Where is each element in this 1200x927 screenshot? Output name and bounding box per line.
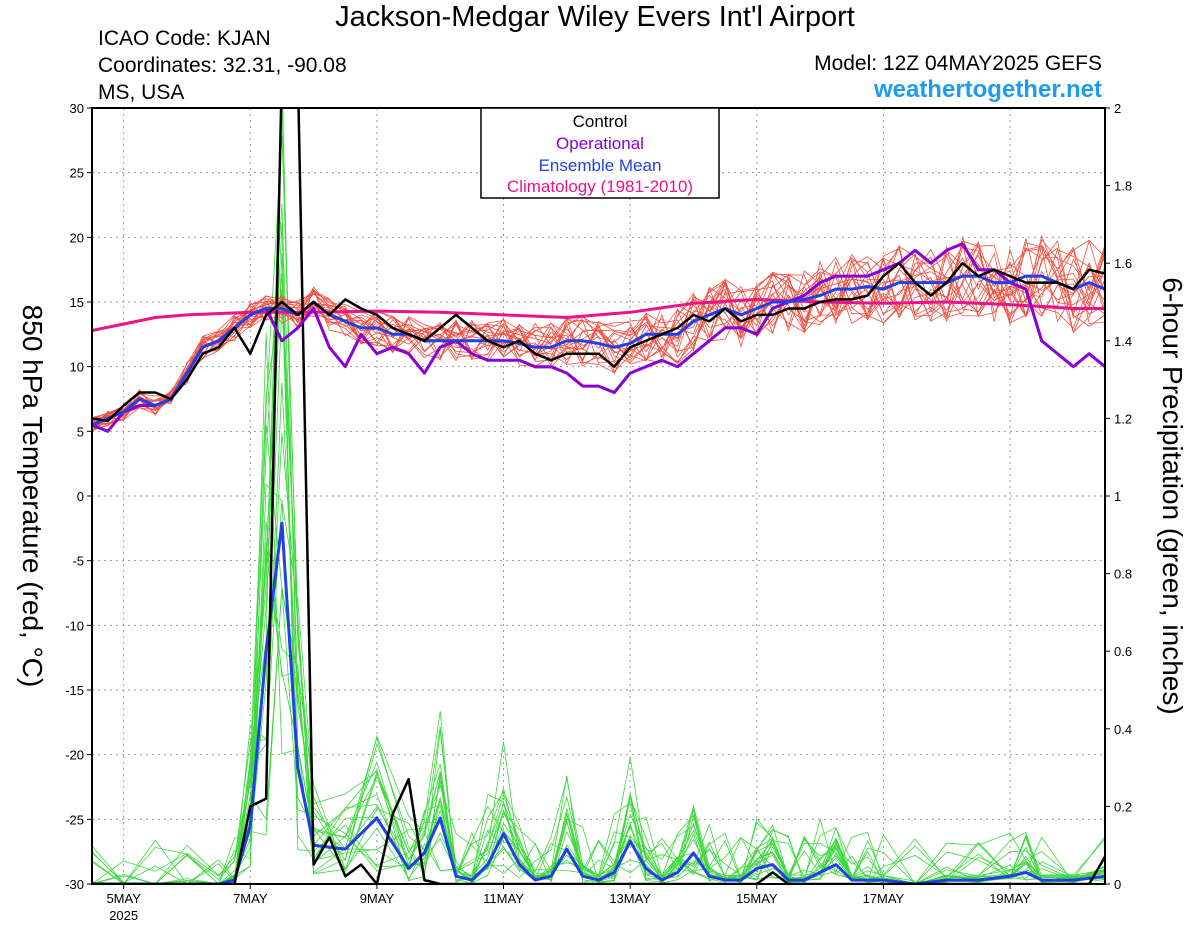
right-tick-label: 0.4 [1114,722,1132,737]
right-tick-label: 1 [1114,489,1121,504]
series-layer [92,108,1105,884]
location: MS, USA [98,81,185,104]
x-tick-label: 19MAY [989,891,1031,906]
right-tick-label: 2 [1114,101,1121,116]
icao-code: ICAO Code: KJAN [98,27,271,50]
temp-member-line [92,239,1105,430]
x-tick-label: 7MAY [233,891,268,906]
legend-climatology: Climatology (1981-2010) [507,177,693,196]
left-tick-label: 10 [70,360,84,375]
control-precip-line [92,108,1105,884]
precip-member-line [92,521,1105,884]
left-tick-label: 30 [70,101,84,116]
x-tick-label: 11MAY [483,891,524,906]
temp-member-line [92,240,1105,425]
legend-ensemble-mean: Ensemble Mean [539,156,662,175]
left-tick-label: -10 [65,618,84,633]
right-tick-label: 1.8 [1114,179,1132,194]
x-tick-label: 5MAY [106,891,141,906]
right-tick-label: 0.8 [1114,567,1132,582]
left-tick-label: -15 [65,683,84,698]
site-link[interactable]: weathertogether.net [873,76,1102,103]
temp-member-line [92,244,1105,432]
axis-ticks: 302520151050-5-10-15-20-25-3021.81.61.41… [65,101,1132,923]
chart-title: Jackson-Medgar Wiley Evers Int'l Airport [335,1,855,33]
precip-member-line [92,108,1105,884]
left-tick-label: 15 [70,295,84,310]
right-tick-label: 0.6 [1114,644,1132,659]
left-tick-label: -30 [65,877,84,892]
left-tick-label: -25 [65,812,84,827]
climatology-1981-2010-temp-line [92,297,1105,332]
temp-member-line [92,239,1105,430]
ensemble-mean-precip-line [92,521,1105,884]
x-tick-label: 15MAY [736,891,778,906]
right-tick-label: 1.4 [1114,334,1132,349]
temp-member-line [92,254,1105,426]
grid [92,108,1105,884]
precip-member-line [92,304,1105,884]
x-tick-label: 13MAY [609,891,651,906]
right-tick-label: 0 [1114,877,1121,892]
left-tick-label: 20 [70,230,84,245]
temp-member-line [92,239,1105,429]
x-tick-label: 9MAY [360,891,395,906]
legend: Control Operational Ensemble Mean Climat… [480,107,720,199]
temp-member-line [92,245,1105,420]
x-tick-year: 2025 [109,908,138,923]
legend-operational: Operational [556,134,644,153]
x-tick-label: 17MAY [863,891,905,906]
legend-control: Control [573,112,628,131]
left-tick-label: 25 [70,166,84,181]
left-tick-label: 5 [77,424,84,439]
control-temp-line [92,261,1105,423]
left-tick-label: 0 [77,489,84,504]
left-tick-label: -20 [65,748,84,763]
model-run: Model: 12Z 04MAY2025 GEFS [814,52,1102,75]
temp-ensemble-members [92,234,1105,433]
legend-box [480,107,720,199]
ensemble-mean-temp-line [92,274,1105,427]
left-tick-label: -5 [72,554,84,569]
right-tick-label: 1.6 [1114,256,1132,271]
right-tick-label: 1.2 [1114,411,1132,426]
temp-member-line [92,238,1105,420]
precip-member-line [92,332,1105,884]
precip-member-line [92,289,1105,884]
coordinates: Coordinates: 32.31, -90.08 [98,54,347,77]
right-tick-label: 0.2 [1114,799,1132,814]
